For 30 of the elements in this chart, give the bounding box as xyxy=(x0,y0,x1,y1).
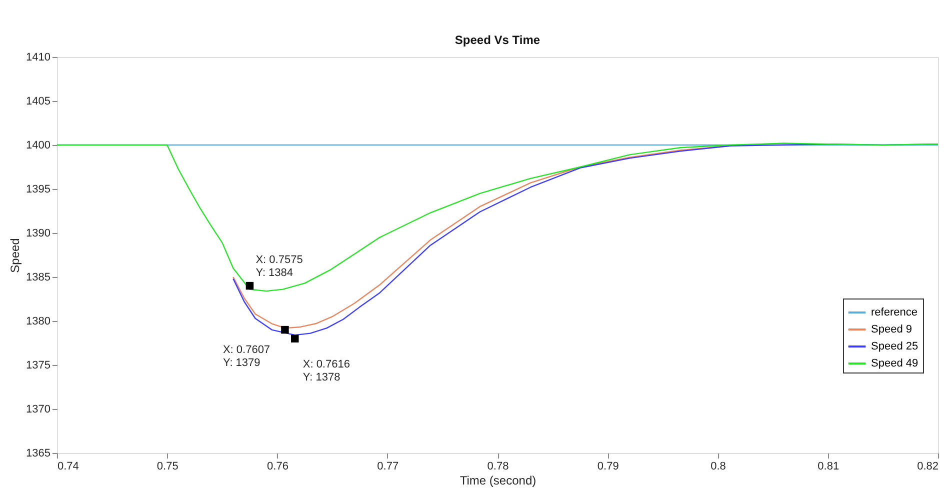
x-tick-label: 0.79 xyxy=(597,460,619,472)
x-tick-label: 0.76 xyxy=(267,460,288,472)
x-tick-label: 0.77 xyxy=(377,460,399,472)
x-tick-label: 0.74 xyxy=(58,460,79,472)
y-tick-label: 1370 xyxy=(26,404,50,416)
chart-title: Speed Vs Time xyxy=(454,33,540,47)
y-tick-label: 1390 xyxy=(26,228,50,240)
annotation: X: 0.7607 Y: 1379 xyxy=(222,344,270,369)
x-tick-label: 0.82 xyxy=(917,460,938,472)
annotation: X: 0.7616 Y: 1378 xyxy=(302,358,350,384)
y-tick-label: 1380 xyxy=(26,316,50,328)
line-series xyxy=(56,142,939,292)
y-tick-label: 1400 xyxy=(26,140,50,152)
x-tick-label: 0.78 xyxy=(487,460,509,472)
x-tick-label: 0.81 xyxy=(818,460,840,472)
y-tick-label: 1365 xyxy=(26,448,50,460)
x-tick-label: 0.75 xyxy=(156,460,178,472)
x-axis-title: Time (second) xyxy=(460,474,536,488)
y-tick-label: 1405 xyxy=(26,96,50,108)
legend-label: reference xyxy=(871,306,918,319)
y-axis-title: Speed xyxy=(8,238,22,273)
legend-label: Speed 25 xyxy=(871,340,918,353)
y-tick-label: 1385 xyxy=(26,272,50,284)
y-tick-label: 1395 xyxy=(26,184,50,196)
y-tick-label: 1375 xyxy=(26,360,50,372)
legend-label: Speed 49 xyxy=(871,358,918,370)
legend-label: Speed 9 xyxy=(871,324,912,336)
annotation: X: 0.7575 Y: 1384 xyxy=(256,254,303,279)
x-tick-label: 0.8 xyxy=(710,460,726,472)
y-tick-label: 1410 xyxy=(26,52,50,64)
